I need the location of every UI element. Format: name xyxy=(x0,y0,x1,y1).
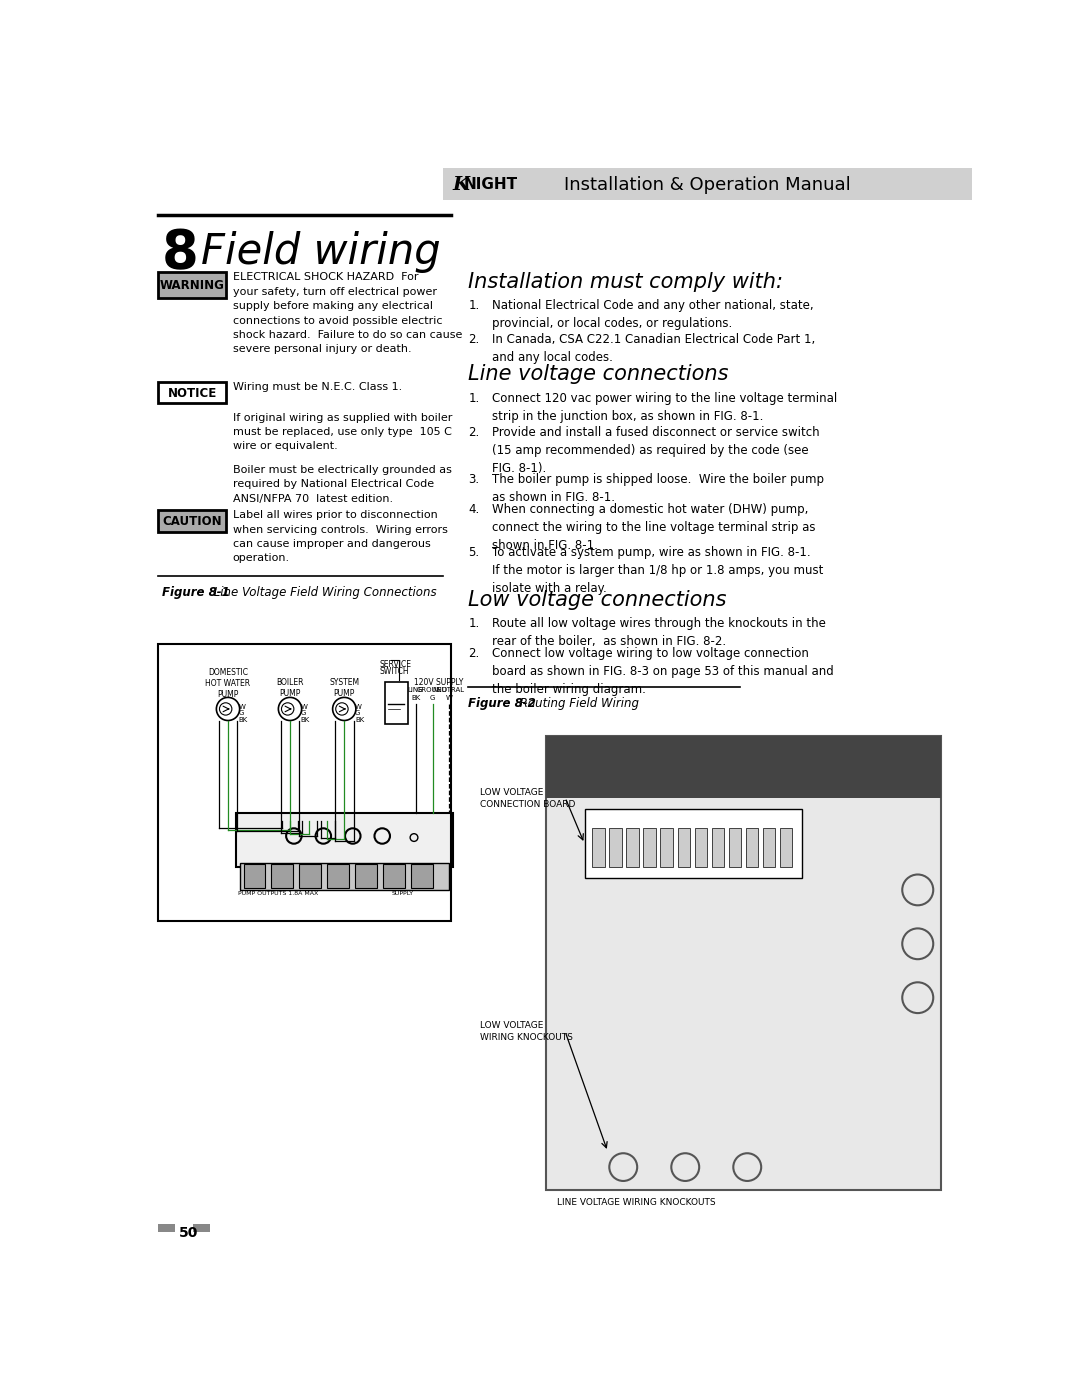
Bar xyxy=(159,381,227,404)
Text: WARNING: WARNING xyxy=(160,279,225,292)
Bar xyxy=(545,736,941,1190)
Text: SUPPLY: SUPPLY xyxy=(391,891,414,897)
Text: G: G xyxy=(355,711,361,717)
Bar xyxy=(384,682,408,725)
Text: LOW VOLTAGE
WIRING KNOCKOUTS: LOW VOLTAGE WIRING KNOCKOUTS xyxy=(480,1021,572,1042)
Text: Low voltage connections: Low voltage connections xyxy=(469,590,727,609)
Bar xyxy=(626,828,638,866)
Text: SWITCH: SWITCH xyxy=(379,668,408,676)
Text: BK: BK xyxy=(239,717,248,722)
Bar xyxy=(243,865,266,888)
Text: ELECTRICAL SHOCK HAZARD  For
your safety, turn off electrical power
supply befor: ELECTRICAL SHOCK HAZARD For your safety,… xyxy=(232,272,462,355)
Bar xyxy=(355,865,377,888)
Text: 8: 8 xyxy=(162,228,199,279)
Bar xyxy=(327,865,349,888)
Text: G: G xyxy=(301,711,307,717)
Text: PUMP OUTPUTS 1.8A MAX: PUMP OUTPUTS 1.8A MAX xyxy=(239,891,319,897)
Text: Label all wires prior to disconnection
when servicing controls.  Wiring errors
c: Label all wires prior to disconnection w… xyxy=(232,510,447,563)
Text: LINE: LINE xyxy=(408,687,423,693)
Bar xyxy=(644,828,656,866)
Text: G: G xyxy=(239,711,244,717)
Bar xyxy=(609,828,622,866)
Bar xyxy=(780,828,793,866)
Text: Field wiring: Field wiring xyxy=(201,231,441,272)
Text: Connect low voltage wiring to low voltage connection
board as shown in FIG. 8-3 : Connect low voltage wiring to low voltag… xyxy=(491,647,834,696)
Text: 3.: 3. xyxy=(469,472,480,486)
Bar xyxy=(410,865,433,888)
Text: LOW VOLTAGE
CONNECTION BOARD: LOW VOLTAGE CONNECTION BOARD xyxy=(480,788,576,809)
Bar xyxy=(745,828,758,866)
Text: If original wiring as supplied with boiler
must be replaced, use only type  105 : If original wiring as supplied with boil… xyxy=(232,412,453,451)
Bar xyxy=(159,510,227,532)
Text: 2.: 2. xyxy=(469,426,480,439)
Bar xyxy=(383,865,405,888)
Text: G: G xyxy=(430,694,435,701)
Text: NOTICE: NOTICE xyxy=(167,387,217,400)
Text: CAUTION: CAUTION xyxy=(162,515,222,528)
Text: Routing Field Wiring: Routing Field Wiring xyxy=(516,697,639,711)
Bar xyxy=(235,813,453,866)
Text: Connect 120 vac power wiring to the line voltage terminal
strip in the junction : Connect 120 vac power wiring to the line… xyxy=(491,393,837,423)
Bar xyxy=(694,828,707,866)
Text: National Electrical Code and any other national, state,
provincial, or local cod: National Electrical Code and any other n… xyxy=(491,299,813,330)
Bar xyxy=(677,828,690,866)
Bar xyxy=(159,272,227,298)
Text: 1.: 1. xyxy=(469,299,480,312)
Text: W: W xyxy=(445,694,453,701)
Text: BOILER
PUMP: BOILER PUMP xyxy=(276,678,303,698)
Text: LINE VOLTAGE WIRING KNOCKOUTS: LINE VOLTAGE WIRING KNOCKOUTS xyxy=(557,1197,716,1207)
Bar xyxy=(592,828,605,866)
Text: Route all low voltage wires through the knockouts in the
rear of the boiler,  as: Route all low voltage wires through the … xyxy=(491,617,825,648)
Text: To activate a system pump, wire as shown in FIG. 8-1.
If the motor is larger tha: To activate a system pump, wire as shown… xyxy=(491,546,823,595)
Text: 2.: 2. xyxy=(469,334,480,346)
Bar xyxy=(159,644,451,921)
Text: SYSTEM
PUMP: SYSTEM PUMP xyxy=(329,678,360,698)
Text: Installation & Operation Manual: Installation & Operation Manual xyxy=(564,176,850,194)
Bar xyxy=(729,828,741,866)
Bar xyxy=(661,828,673,866)
Text: Figure 8-1: Figure 8-1 xyxy=(162,585,230,599)
Text: In Canada, CSA C22.1 Canadian Electrical Code Part 1,
and any local codes.: In Canada, CSA C22.1 Canadian Electrical… xyxy=(491,334,814,365)
Text: BK: BK xyxy=(301,717,310,722)
Bar xyxy=(444,168,972,200)
Text: SERVICE: SERVICE xyxy=(379,661,411,669)
Bar xyxy=(584,809,801,879)
Bar xyxy=(193,1224,211,1232)
Text: BK: BK xyxy=(355,717,364,722)
Text: 50: 50 xyxy=(178,1227,198,1241)
Text: W: W xyxy=(301,704,308,710)
Text: BK: BK xyxy=(410,694,420,701)
Text: W: W xyxy=(239,704,246,710)
Text: NIGHT: NIGHT xyxy=(463,177,517,191)
Text: Figure 8-2: Figure 8-2 xyxy=(469,697,536,711)
Text: NEUTRAL: NEUTRAL xyxy=(433,687,464,693)
Text: 5.: 5. xyxy=(469,546,480,559)
Text: The boiler pump is shipped loose.  Wire the boiler pump
as shown in FIG. 8-1.: The boiler pump is shipped loose. Wire t… xyxy=(491,472,824,503)
Text: Line Voltage Field Wiring Connections: Line Voltage Field Wiring Connections xyxy=(211,585,436,599)
Text: Boiler must be electrically grounded as
required by National Electrical Code
ANS: Boiler must be electrically grounded as … xyxy=(232,465,451,504)
Text: When connecting a domestic hot water (DHW) pump,
connect the wiring to the line : When connecting a domestic hot water (DH… xyxy=(491,503,815,552)
Bar xyxy=(712,828,724,866)
Bar xyxy=(240,863,449,890)
Text: 120V SUPPLY: 120V SUPPLY xyxy=(414,678,463,687)
Text: Wiring must be N.E.C. Class 1.: Wiring must be N.E.C. Class 1. xyxy=(232,381,402,391)
Text: 1.: 1. xyxy=(469,617,480,630)
Text: K: K xyxy=(453,176,470,194)
Text: Installation must comply with:: Installation must comply with: xyxy=(469,271,783,292)
Text: 1.: 1. xyxy=(469,393,480,405)
Bar xyxy=(762,828,775,866)
Text: Provide and install a fused disconnect or service switch
(15 amp recommended) as: Provide and install a fused disconnect o… xyxy=(491,426,819,475)
Text: 4.: 4. xyxy=(469,503,480,515)
Bar xyxy=(545,736,941,798)
Text: 2.: 2. xyxy=(469,647,480,659)
Bar xyxy=(271,865,293,888)
Bar xyxy=(159,1224,175,1232)
Text: W: W xyxy=(355,704,362,710)
Text: DOMESTIC
HOT WATER
PUMP: DOMESTIC HOT WATER PUMP xyxy=(205,668,251,700)
Bar xyxy=(299,865,321,888)
Text: GROUND: GROUND xyxy=(417,687,448,693)
Text: Line voltage connections: Line voltage connections xyxy=(469,365,729,384)
